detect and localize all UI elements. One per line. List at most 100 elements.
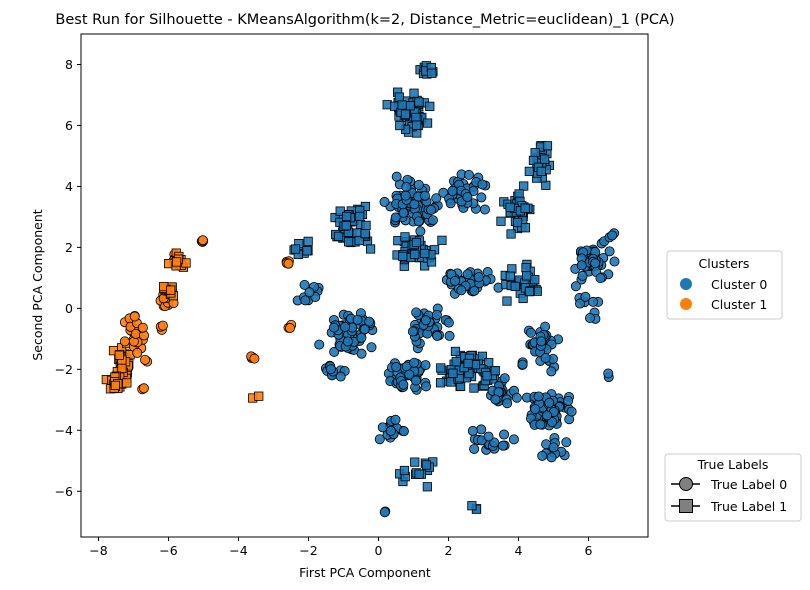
- scatter-point-cluster-0-square: [354, 235, 364, 246]
- scatter-point-cluster-0-square: [502, 296, 512, 306]
- scatter-point-cluster-0-circle: [604, 246, 615, 257]
- scatter-point-cluster-0-square: [422, 118, 433, 128]
- scatter-point-cluster-0-circle: [537, 450, 548, 461]
- scatter-point-cluster-0-square: [421, 460, 431, 470]
- scatter-point-cluster-0-circle: [547, 417, 558, 428]
- scatter-point-cluster-0-circle: [467, 425, 478, 436]
- scatter-point-cluster-0-circle: [379, 196, 390, 207]
- scatter-point-cluster-0-circle: [391, 362, 402, 373]
- scatter-point-cluster-0-circle: [502, 398, 513, 409]
- x-tick-label: −4: [229, 543, 247, 558]
- scatter-point-cluster-0-square: [510, 281, 520, 292]
- scatter-point-cluster-0-circle: [595, 273, 606, 284]
- scatter-point-cluster-0-circle: [325, 364, 336, 375]
- scatter-point-cluster-0-circle: [390, 212, 401, 223]
- scatter-point-cluster-0-square: [536, 166, 546, 176]
- scatter-point-cluster-0-circle: [420, 315, 431, 326]
- scatter-point-cluster-1-square: [181, 258, 191, 268]
- legend-true-labels: True Labels True Label 0 True Label 1: [664, 453, 802, 522]
- scatter-point-cluster-1-circle: [249, 353, 260, 364]
- scatter-point-cluster-0-circle: [607, 230, 618, 241]
- scatter-point-cluster-0-square: [520, 223, 531, 233]
- scatter-point-cluster-0-circle: [469, 285, 480, 296]
- scatter-point-cluster-0-square: [302, 246, 312, 256]
- scatter-point-cluster-0-circle: [447, 185, 458, 196]
- scatter-point-cluster-0-square: [528, 155, 539, 166]
- scatter-point-cluster-0-circle: [561, 437, 572, 448]
- scatter-point-cluster-0-circle: [536, 336, 547, 347]
- scatter-points: [101, 61, 620, 518]
- scatter-point-cluster-0-square: [450, 346, 461, 357]
- scatter-point-cluster-0-circle: [359, 324, 370, 335]
- y-tick-label: 4: [65, 179, 73, 194]
- x-axis-label: First PCA Component: [299, 565, 431, 580]
- scatter-point-cluster-0-square: [333, 231, 344, 241]
- scatter-point-cluster-0-circle: [477, 179, 488, 190]
- scatter-point-cluster-0-square: [505, 271, 515, 281]
- scatter-point-cluster-0-circle: [335, 371, 346, 382]
- scatter-point-cluster-0-circle: [450, 275, 461, 286]
- scatter-point-cluster-0-square: [524, 166, 534, 176]
- scatter-point-cluster-0-circle: [366, 342, 377, 353]
- scatter-point-cluster-1-square: [172, 257, 182, 267]
- legend-true-label-0-label: True Label 0: [710, 477, 787, 492]
- scatter-point-cluster-0-square: [414, 469, 424, 479]
- scatter-point-cluster-0-circle: [462, 269, 473, 280]
- y-tick-label: 6: [65, 118, 73, 133]
- x-tick-label: 6: [585, 543, 593, 558]
- scatter-point-cluster-0-circle: [391, 171, 402, 182]
- scatter-point-cluster-0-circle: [410, 375, 421, 386]
- scatter-point-cluster-0-circle: [511, 392, 522, 403]
- scatter-point-cluster-1-circle: [284, 323, 295, 334]
- scatter-point-cluster-0-circle: [401, 181, 412, 192]
- scatter-point-cluster-0-square: [540, 154, 550, 164]
- scatter-point-cluster-0-square: [400, 232, 410, 242]
- scatter-point-cluster-1-square: [166, 285, 176, 295]
- scatter-point-cluster-1-circle: [132, 347, 143, 358]
- scatter-point-cluster-0-circle: [398, 426, 409, 437]
- scatter-point-cluster-0-square: [342, 211, 352, 222]
- scatter-point-cluster-0-square: [411, 237, 422, 248]
- scatter-point-cluster-0-circle: [398, 379, 409, 390]
- legend-true-label-1-label: True Label 1: [710, 499, 787, 514]
- scatter-point-cluster-0-square: [482, 371, 492, 381]
- scatter-point-cluster-0-circle: [603, 368, 614, 379]
- scatter-point-cluster-0-square: [412, 120, 422, 130]
- x-tick-label: −6: [159, 543, 177, 558]
- scatter-point-cluster-0-circle: [340, 321, 351, 332]
- scatter-point-cluster-0-circle: [544, 397, 555, 408]
- scatter-point-cluster-0-square: [484, 358, 494, 368]
- y-tick-label: 8: [65, 57, 73, 72]
- scatter-point-cluster-0-square: [397, 100, 407, 110]
- scatter-point-cluster-0-circle: [356, 348, 367, 359]
- scatter-point-cluster-0-circle: [535, 419, 546, 430]
- scatter-point-cluster-0-square: [355, 211, 365, 222]
- scatter-point-cluster-0-circle: [411, 307, 422, 318]
- scatter-point-cluster-0-circle: [533, 391, 544, 402]
- scatter-point-cluster-0-circle: [577, 270, 588, 281]
- scatter-point-cluster-0-square: [530, 148, 540, 158]
- scatter-point-cluster-1-square: [122, 378, 132, 388]
- scatter-point-cluster-0-circle: [462, 192, 473, 203]
- scatter-point-cluster-0-circle: [443, 317, 454, 328]
- x-tick-label: 4: [515, 543, 523, 558]
- x-tick-label: −2: [299, 543, 317, 558]
- scatter-point-cluster-1-square: [110, 380, 120, 391]
- scatter-point-cluster-0-square: [343, 237, 354, 247]
- scatter-point-cluster-0-circle: [374, 434, 385, 445]
- scatter-point-cluster-0-circle: [304, 287, 315, 298]
- scatter-point-cluster-0-square: [303, 236, 313, 246]
- y-axis-label: Second PCA Component: [30, 209, 45, 360]
- y-tick-label: −2: [55, 362, 73, 377]
- scatter-point-cluster-0-square: [467, 501, 477, 511]
- scatter-point-cluster-0-circle: [473, 272, 484, 283]
- legend-clusters-frame: [666, 250, 783, 320]
- scatter-point-cluster-0-circle: [576, 260, 587, 271]
- scatter-point-cluster-0-circle: [499, 429, 510, 440]
- scatter-point-cluster-0-circle: [563, 395, 574, 406]
- scatter-point-cluster-0-square: [519, 181, 529, 191]
- scatter-point-cluster-0-square: [290, 244, 301, 254]
- y-tick-label: 2: [65, 240, 73, 255]
- scatter-point-cluster-0-circle: [352, 314, 363, 325]
- scatter-point-cluster-0-square: [405, 101, 415, 111]
